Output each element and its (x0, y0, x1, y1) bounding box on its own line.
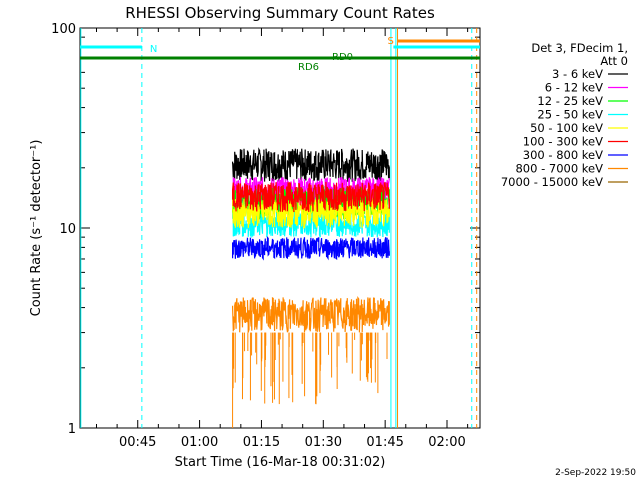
legend-label: 300 - 800 keV (523, 148, 603, 162)
legend-label: 3 - 6 keV (552, 67, 603, 81)
x-tick-label: 01:15 (243, 435, 280, 450)
series-line-7 (232, 295, 390, 333)
annotation-n: N (150, 44, 157, 55)
legend-label: 100 - 300 keV (523, 135, 603, 149)
x-axis-label: Start Time (16-Mar-18 00:31:02) (175, 455, 386, 470)
annotation-rd6: RD6 (298, 62, 319, 73)
series-line-4 (232, 198, 390, 229)
y-tick-label: 1 (68, 422, 76, 437)
legend-title: Det 3, FDecim 1, (531, 41, 628, 55)
footer-timestamp: 2-Sep-2022 19:50 (555, 468, 636, 478)
legend-label: 50 - 100 keV (530, 121, 603, 135)
annotation-rd0: RD0 (332, 52, 353, 63)
series-line-0 (232, 147, 390, 183)
y-tick-label: 10 (59, 222, 76, 237)
legend-label: 25 - 50 keV (537, 108, 603, 122)
legend-title: Att 0 (600, 54, 628, 68)
y-tick-label: 100 (51, 22, 76, 37)
chart-title: RHESSI Observing Summary Count Rates (125, 4, 435, 22)
series-line-5 (232, 181, 390, 213)
y-axis-label: Count Rate (s⁻¹ detector⁻¹) (29, 140, 44, 317)
legend-label: 6 - 12 keV (545, 81, 603, 95)
x-tick-label: 01:45 (366, 435, 403, 450)
x-tick-label: 01:00 (181, 435, 218, 450)
legend-label: 800 - 7000 keV (515, 162, 603, 176)
legend-label: 7000 - 15000 keV (501, 175, 603, 189)
series-line-6 (232, 235, 390, 261)
x-tick-label: 00:45 (119, 435, 156, 450)
legend-label: 12 - 25 keV (537, 94, 603, 108)
plot-area: 00:45 01:00 01:15 01:30 01:45 02:00 1 10 100 N S RD… (51, 22, 481, 450)
annotation-s: S (388, 36, 394, 47)
x-tick-label: 01:30 (305, 435, 342, 450)
x-tick-label: 02:00 (428, 435, 465, 450)
